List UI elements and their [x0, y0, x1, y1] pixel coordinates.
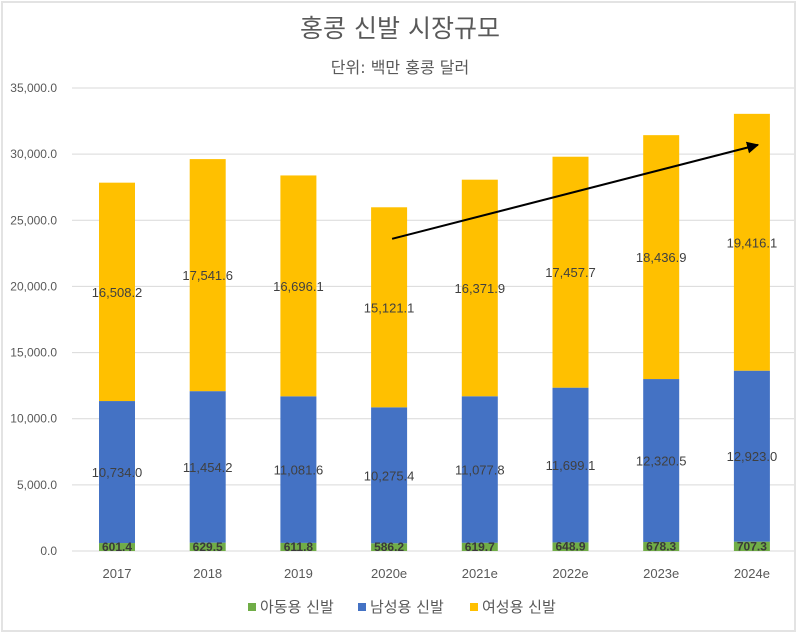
x-tick-label: 2022e	[552, 566, 588, 581]
y-tick-label: 25,000.0	[10, 213, 57, 227]
bar-segment	[643, 135, 680, 380]
legend-swatch	[358, 603, 366, 611]
data-label: 17,457.7	[545, 265, 596, 280]
arrow-annotation	[391, 141, 760, 240]
data-label: 707.3	[737, 539, 767, 553]
chart-title: 홍콩 신발 시장규모	[300, 14, 500, 43]
data-label: 16,508.2	[92, 285, 143, 300]
bar-segment	[371, 207, 408, 408]
x-axis-ticks: 2017 2018 2019 2020e 2021e 2022e 2023e 2024e	[103, 566, 770, 581]
y-tick-label: 30,000.0	[10, 147, 57, 161]
data-label: 678.3	[646, 540, 676, 554]
data-label: 11,077.8	[455, 463, 505, 478]
x-tick-label: 2023e	[643, 566, 679, 581]
bar-segment	[280, 396, 317, 543]
data-label: 16,696.1	[273, 279, 324, 294]
chart-subtitle: 단위: 백만 홍콩 달러	[331, 58, 469, 77]
trend-arrow	[391, 141, 760, 240]
data-label: 10,275.4	[364, 468, 415, 483]
data-label: 611.8	[284, 540, 314, 554]
data-label: 11,081.6	[274, 463, 324, 478]
bar-segment	[189, 159, 226, 392]
bars	[99, 113, 770, 551]
x-tick-label: 2021e	[462, 566, 498, 581]
bar-segment	[461, 396, 498, 543]
bar-segment	[99, 182, 135, 402]
data-label: 619.7	[465, 540, 495, 554]
data-label: 19,416.1	[727, 235, 778, 250]
data-label: 629.5	[193, 540, 223, 554]
x-tick-label: 2019	[284, 566, 313, 581]
y-tick-label: 15,000.0	[10, 346, 57, 360]
data-label: 601.4	[102, 540, 132, 554]
y-axis-ticks: 0.0 5,000.0 10,000.0 15,000.0 20,000.0 25,000…	[10, 81, 57, 558]
data-label: 17,541.6	[182, 268, 233, 283]
data-label: 10,734.0	[92, 465, 143, 480]
bar-segment	[99, 543, 135, 551]
bar-segment	[189, 542, 226, 551]
data-label: 11,454.2	[183, 460, 233, 475]
y-tick-label: 0.0	[40, 544, 57, 558]
legend-label: 여성용 신발	[482, 598, 556, 616]
bar-segment	[280, 175, 317, 397]
x-tick-label: 2020e	[371, 566, 407, 581]
bar-segment	[552, 387, 589, 543]
bar-segment	[643, 379, 680, 543]
bar-segment	[733, 370, 770, 542]
bar-segment	[189, 391, 226, 543]
bar-segment	[733, 113, 770, 371]
y-tick-label: 10,000.0	[10, 412, 57, 426]
y-tick-label: 5,000.0	[17, 478, 57, 492]
bar-segment	[371, 407, 408, 544]
data-labels: 601.4 10,734.0 16,508.2 629.5 11,454.2 17,541…	[92, 235, 778, 554]
data-label: 11,699.1	[546, 458, 596, 473]
data-label: 18,436.9	[636, 250, 687, 265]
bar-segment	[733, 541, 770, 551]
data-label: 586.2	[374, 540, 404, 554]
bar-segment	[552, 542, 589, 551]
gridlines	[72, 87, 794, 552]
legend-label: 남성용 신발	[370, 598, 444, 616]
x-tick-label: 2018	[193, 566, 222, 581]
y-tick-label: 35,000.0	[10, 81, 57, 95]
bar-segment	[280, 542, 317, 551]
legend: 아동용 신발 남성용 신발 여성용 신발	[248, 598, 556, 616]
bar-segment	[643, 542, 680, 551]
legend-swatch	[470, 603, 478, 611]
legend-swatch	[248, 603, 256, 611]
bar-segment	[99, 401, 135, 544]
data-label: 12,923.0	[727, 449, 778, 464]
data-label: 12,320.5	[636, 454, 687, 469]
bar-segment	[461, 542, 498, 551]
legend-label: 아동용 신발	[260, 598, 334, 616]
data-label: 16,371.9	[454, 281, 505, 296]
data-label: 648.9	[555, 540, 585, 554]
y-tick-label: 20,000.0	[10, 279, 57, 293]
bar-segment	[371, 543, 408, 551]
x-tick-label: 2024e	[734, 566, 770, 581]
x-tick-label: 2017	[103, 566, 132, 581]
data-label: 15,121.1	[364, 300, 415, 315]
